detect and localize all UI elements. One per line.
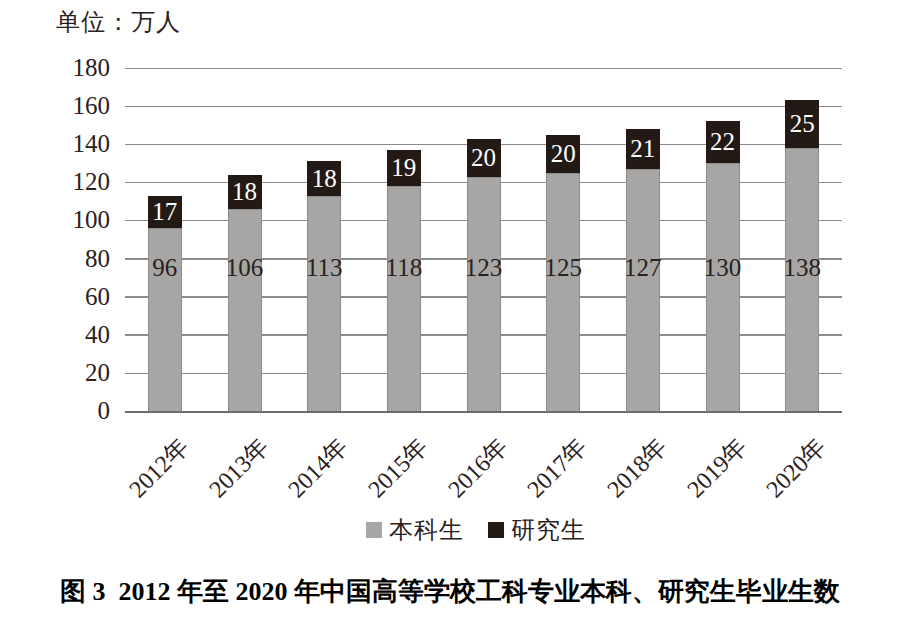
x-axis-label: 2014年 — [281, 431, 355, 505]
undergrad-bar-segment — [546, 173, 580, 411]
y-axis: 020406080100120140160180 — [28, 68, 110, 411]
x-slot: 2020年 — [762, 413, 842, 509]
y-tick-label: 160 — [28, 92, 110, 120]
y-tick-label: 60 — [28, 283, 110, 311]
grad-value-label: 17 — [152, 198, 177, 226]
grad-value-label: 18 — [232, 178, 257, 206]
legend-label: 研究生 — [511, 514, 586, 546]
grad-bar-segment: 18 — [307, 161, 341, 195]
bar-stack: 18 — [228, 175, 262, 411]
bar-group: 18 106 — [205, 68, 285, 411]
grad-bar-segment: 18 — [228, 175, 262, 209]
grad-value-label: 18 — [312, 165, 337, 193]
x-axis: 2012年2013年2014年2015年2016年2017年2018年2019年… — [125, 413, 842, 509]
x-axis-label: 2012年 — [122, 431, 196, 505]
undergrad-bar-segment — [307, 196, 341, 411]
bars-layer: 1796181061811319118201232012521127221302… — [125, 68, 842, 411]
y-tick-label: 120 — [28, 168, 110, 196]
figure-bar-chart: 单位：万人 020406080100120140160180 179618106… — [0, 0, 900, 625]
y-tick-label: 20 — [28, 359, 110, 387]
undergrad-value-label: 138 — [762, 254, 842, 282]
grad-value-label: 20 — [551, 140, 576, 168]
grad-bar-segment: 19 — [387, 150, 421, 186]
y-tick-label: 180 — [28, 54, 110, 82]
x-axis-label: 2016年 — [441, 431, 515, 505]
x-slot: 2014年 — [284, 413, 364, 509]
y-tick-label: 80 — [28, 245, 110, 273]
legend-item: 研究生 — [488, 514, 586, 546]
bar-group: 19 118 — [364, 68, 444, 411]
y-tick-label: 100 — [28, 206, 110, 234]
undergrad-value-label: 96 — [125, 254, 205, 282]
figure-caption: 图 3 2012 年至 2020 年中国高等学校工科专业本科、研究生毕业生数 — [0, 574, 900, 609]
x-axis-label: 2017年 — [520, 431, 594, 505]
undergrad-value-label: 123 — [444, 254, 524, 282]
undergrad-bar-segment — [706, 163, 740, 411]
bar-group: 22 130 — [683, 68, 763, 411]
grad-bar-segment: 17 — [148, 196, 182, 228]
x-axis-label: 2018年 — [600, 431, 674, 505]
undergrad-value-label: 118 — [364, 254, 444, 282]
grad-value-label: 25 — [790, 110, 815, 138]
grad-bar-segment: 22 — [706, 121, 740, 163]
bar-group: 25 138 — [762, 68, 842, 411]
legend-swatch — [488, 522, 504, 538]
grad-bar-segment: 25 — [785, 100, 819, 148]
x-axis-label: 2020年 — [759, 431, 833, 505]
undergrad-bar-segment — [626, 169, 660, 411]
y-tick-label: 140 — [28, 130, 110, 158]
undergrad-bar-segment — [387, 186, 421, 411]
undergrad-value-label: 113 — [284, 254, 364, 282]
legend-swatch — [366, 522, 382, 538]
plot-area: 1796181061811319118201232012521127221302… — [125, 68, 842, 413]
grad-bar-segment: 20 — [467, 139, 501, 177]
grad-value-label: 20 — [471, 144, 496, 172]
undergrad-bar-segment — [228, 209, 262, 411]
undergrad-bar-segment — [467, 177, 501, 411]
grad-value-label: 19 — [391, 154, 416, 182]
x-slot: 2013年 — [205, 413, 285, 509]
x-slot: 2012年 — [125, 413, 205, 509]
undergrad-value-label: 106 — [205, 254, 285, 282]
x-slot: 2015年 — [364, 413, 444, 509]
y-tick-label: 0 — [28, 397, 110, 425]
x-slot: 2018年 — [603, 413, 683, 509]
x-slot: 2019年 — [683, 413, 763, 509]
undergrad-value-label: 130 — [683, 254, 763, 282]
bar-group: 21 127 — [603, 68, 683, 411]
grad-value-label: 21 — [630, 135, 655, 163]
bar-group: 20 125 — [523, 68, 603, 411]
x-axis-label: 2019年 — [680, 431, 754, 505]
bar-group: 1796 — [125, 68, 205, 411]
x-slot: 2016年 — [444, 413, 524, 509]
undergrad-value-label: 125 — [523, 254, 603, 282]
grad-value-label: 22 — [710, 128, 735, 156]
legend-item: 本科生 — [366, 514, 464, 546]
y-tick-label: 40 — [28, 321, 110, 349]
x-axis-label: 2015年 — [361, 431, 435, 505]
legend: 本科生 研究生 — [366, 514, 586, 546]
unit-label: 单位：万人 — [56, 6, 181, 38]
undergrad-value-label: 127 — [603, 254, 683, 282]
bar-group: 20 123 — [444, 68, 524, 411]
x-slot: 2017年 — [523, 413, 603, 509]
grad-bar-segment: 20 — [546, 135, 580, 173]
x-axis-label: 2013年 — [202, 431, 276, 505]
bar-stack: 18 — [307, 161, 341, 411]
bar-group: 18 113 — [284, 68, 364, 411]
legend-label: 本科生 — [389, 514, 464, 546]
grad-bar-segment: 21 — [626, 129, 660, 169]
bar-stack: 17 — [148, 196, 182, 411]
